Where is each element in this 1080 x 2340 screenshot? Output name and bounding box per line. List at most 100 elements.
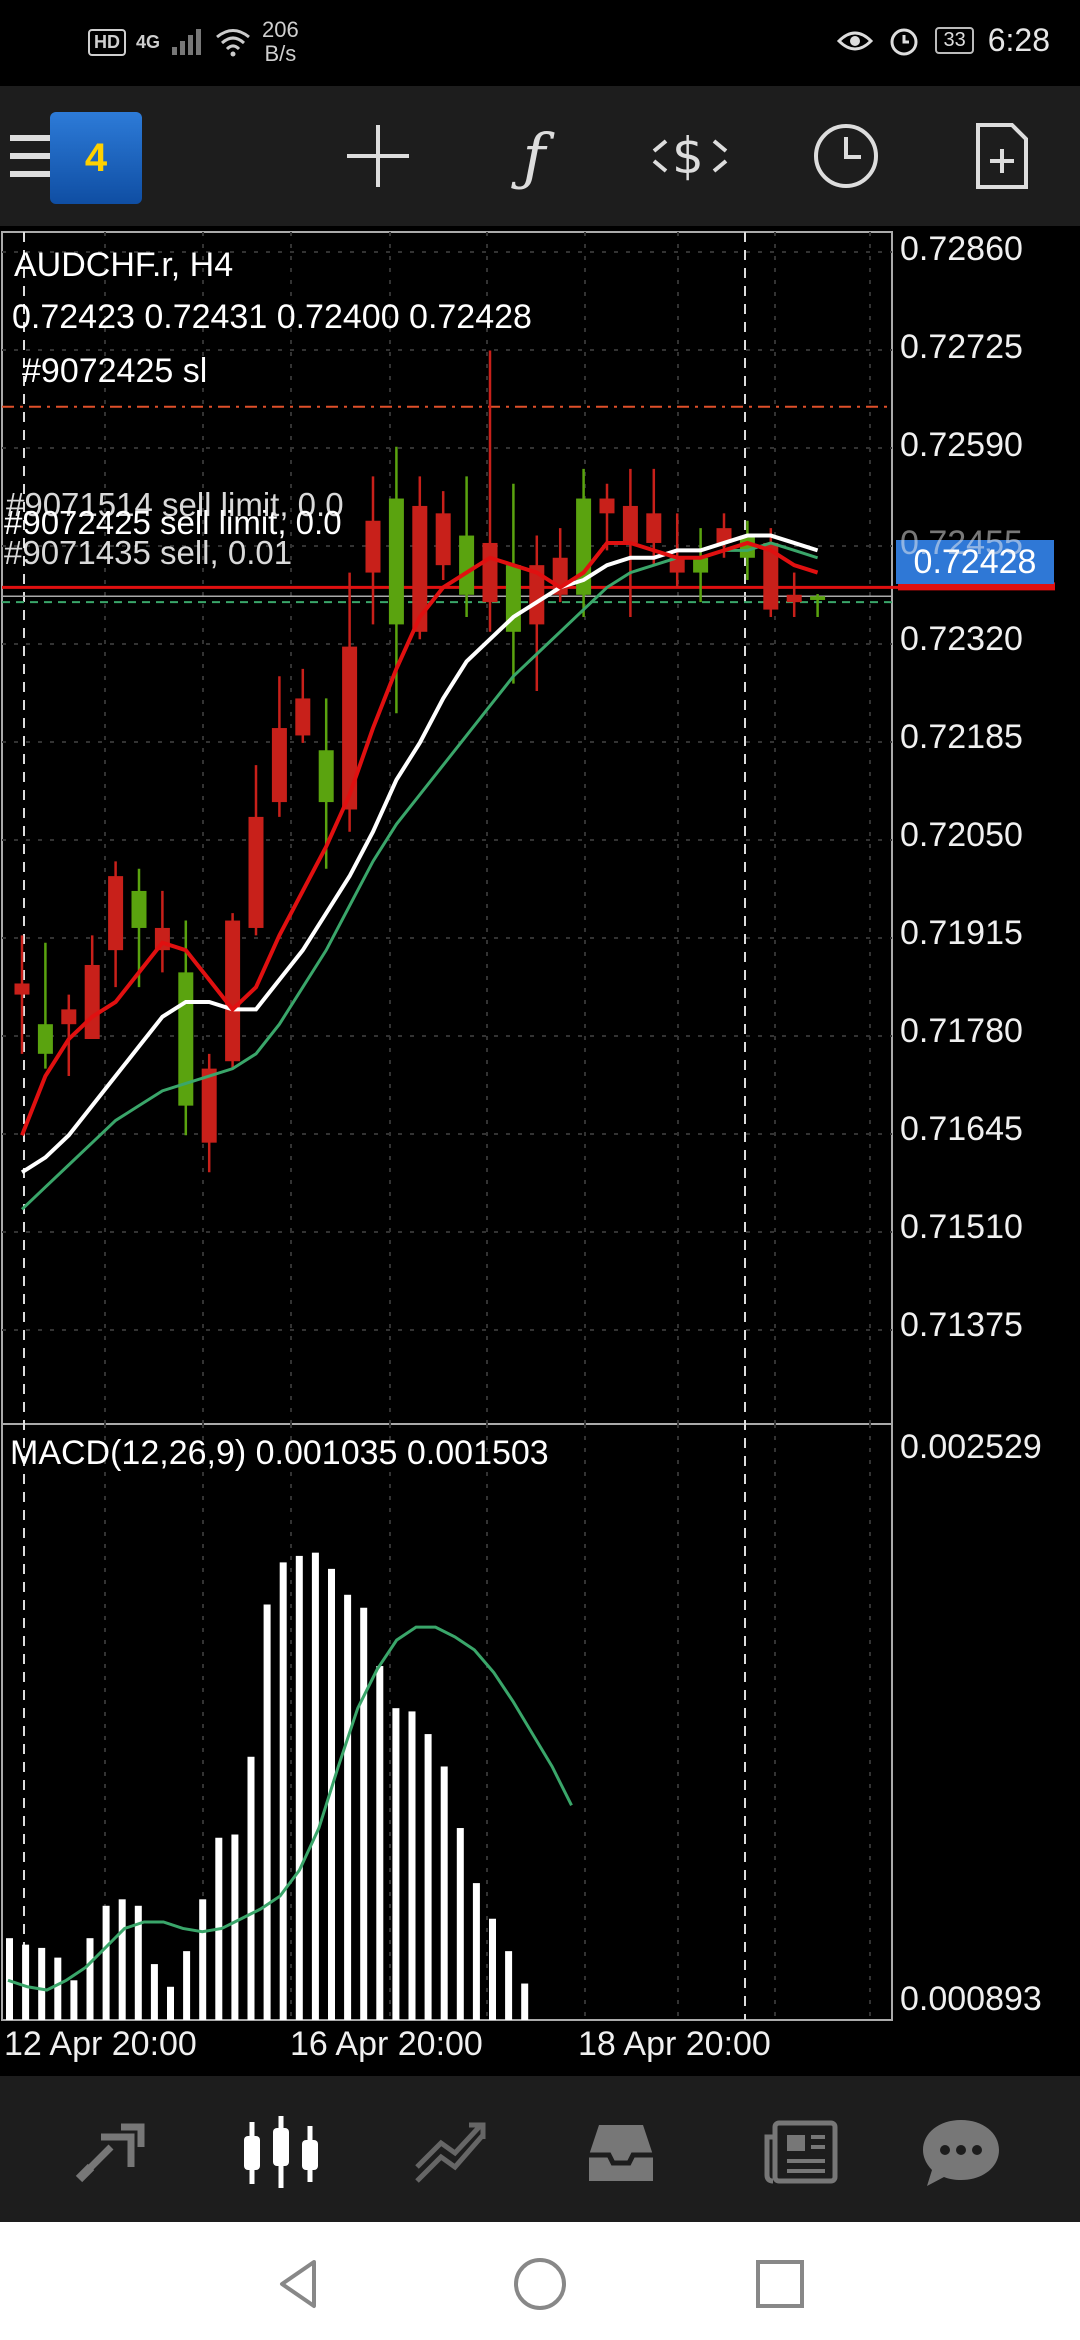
indicators-icon[interactable]: ƒ — [522, 119, 546, 193]
order-label-a: #9071514 sell limit, 0.0 — [6, 486, 344, 523]
macd-histogram-bar — [295, 1555, 303, 2020]
price-tick: 0.71780 — [900, 1012, 1023, 1050]
time-tick: 16 Apr 20:00 — [290, 2025, 483, 2063]
home-icon[interactable] — [500, 2244, 580, 2324]
candle-body — [739, 535, 755, 558]
macd-histogram-bar — [134, 1905, 142, 2020]
macd-histogram-bar — [328, 1568, 335, 2020]
svg-text:$: $ — [672, 127, 704, 185]
trade-icon[interactable]: $ — [640, 106, 740, 206]
macd-histogram-bar — [344, 1594, 352, 2020]
candle-body — [435, 513, 451, 566]
current-price-badge: 0.72428 — [896, 540, 1054, 584]
status-bar: HD 4G 206 B/s 33 6:28 — [0, 0, 1080, 86]
candle-body — [37, 1024, 53, 1054]
price-tick: 0.71915 — [900, 914, 1023, 952]
ma-fast-line — [20, 540, 819, 1136]
system-nav-bar — [0, 2222, 1080, 2340]
candle-body — [318, 750, 334, 803]
macd-histogram-bar — [54, 1957, 62, 2020]
timeframe-icon[interactable] — [796, 106, 896, 206]
order-sl-label: #9072425 sl — [22, 352, 208, 390]
eye-icon — [837, 31, 874, 50]
macd-histogram-bar — [376, 1666, 384, 2020]
wifi-icon — [216, 29, 250, 57]
macd-histogram-bar — [408, 1711, 416, 2020]
price-tick: 0.72185 — [900, 718, 1023, 756]
order-level-marker — [898, 582, 1055, 591]
macd-histogram-bar — [392, 1708, 400, 2020]
candle-body — [388, 498, 404, 625]
price-chart[interactable] — [0, 0, 1080, 2076]
history-icon[interactable] — [566, 2104, 676, 2200]
ma-mid-line — [20, 533, 819, 1174]
time-tick: 18 Apr 20:00 — [578, 2025, 771, 2063]
macd-scale-top: 0.002529 — [900, 1428, 1042, 1466]
price-tick: 0.71645 — [900, 1110, 1023, 1148]
price-tick: 0.72590 — [900, 426, 1023, 464]
recents-icon[interactable] — [740, 2244, 820, 2324]
order-label-c: #9071435 sell, 0.01 — [4, 534, 293, 571]
price-tick: 0.72455 — [900, 524, 1023, 562]
news-icon[interactable] — [746, 2104, 856, 2200]
candle-body — [412, 505, 428, 632]
macd-signal-line — [7, 1625, 573, 1992]
macd-histogram-bar — [456, 1828, 464, 2020]
candle-body — [459, 535, 475, 595]
macd-histogram-bar — [472, 1883, 480, 2020]
candle-body — [786, 594, 802, 603]
candle-body — [61, 1009, 77, 1025]
candle-body — [646, 513, 662, 543]
candle-body — [599, 498, 615, 514]
macd-histogram-bar — [247, 1756, 255, 2020]
chart-icon[interactable] — [226, 2104, 336, 2200]
macd-histogram-bar — [183, 1951, 191, 2020]
net-speed: 206 B/s — [262, 17, 299, 66]
messages-icon[interactable] — [906, 2104, 1016, 2200]
macd-histogram-bar — [150, 1964, 158, 2020]
macd-histogram-bar — [118, 1899, 126, 2020]
toolbar: 4 ƒ $ — [0, 86, 1080, 226]
macd-title: MACD(12,26,9) 0.001035 0.001503 — [10, 1434, 549, 1472]
macd-histogram-bar — [6, 1938, 13, 2020]
candle-body — [108, 876, 124, 951]
metatrader-logo[interactable]: 4 — [50, 112, 142, 204]
candle-body — [14, 983, 30, 995]
menu-icon[interactable] — [0, 106, 70, 206]
main-chart-frame — [1, 231, 893, 1425]
battery-icon: 33 — [935, 27, 974, 54]
candle-body — [248, 816, 264, 928]
crosshair-icon[interactable] — [328, 106, 428, 206]
macd-histogram-bar — [167, 1986, 174, 2020]
macd-histogram-bar — [263, 1604, 271, 2020]
macd-histogram-bar — [440, 1766, 448, 2020]
ohlc-values: 0.72423 0.72431 0.72400 0.72428 — [12, 298, 532, 336]
alarm-icon — [890, 28, 918, 55]
trade-icon[interactable] — [396, 2104, 506, 2200]
price-tick: 0.71375 — [900, 1306, 1023, 1344]
macd-histogram-bar — [86, 1938, 94, 2020]
candle-body — [131, 890, 147, 928]
candle-body — [342, 646, 358, 810]
candle-body — [201, 1068, 217, 1143]
back-icon[interactable] — [260, 2244, 340, 2324]
price-tick: 0.72860 — [900, 230, 1023, 268]
macd-histogram-bar — [70, 1980, 78, 2020]
time-tick: 12 Apr 20:00 — [4, 2025, 197, 2063]
macd-histogram-bar — [424, 1734, 432, 2020]
macd-histogram-bar — [489, 1918, 496, 2020]
candle-body — [622, 505, 638, 543]
new-order-icon[interactable] — [952, 106, 1052, 206]
candle-body — [482, 542, 498, 603]
candle-body — [84, 964, 100, 1040]
clock: 6:28 — [987, 22, 1050, 58]
price-tick: 0.72320 — [900, 620, 1023, 658]
candle-body — [763, 542, 779, 610]
macd-scale-bottom: 0.000893 — [900, 1980, 1042, 2018]
price-tick: 0.72725 — [900, 328, 1023, 366]
macd-histogram-bar — [199, 1899, 207, 2020]
price-tick: 0.72050 — [900, 816, 1023, 854]
quotes-icon[interactable] — [56, 2104, 166, 2200]
macd-histogram-bar — [38, 1947, 46, 2020]
macd-histogram-bar — [102, 1905, 110, 2020]
